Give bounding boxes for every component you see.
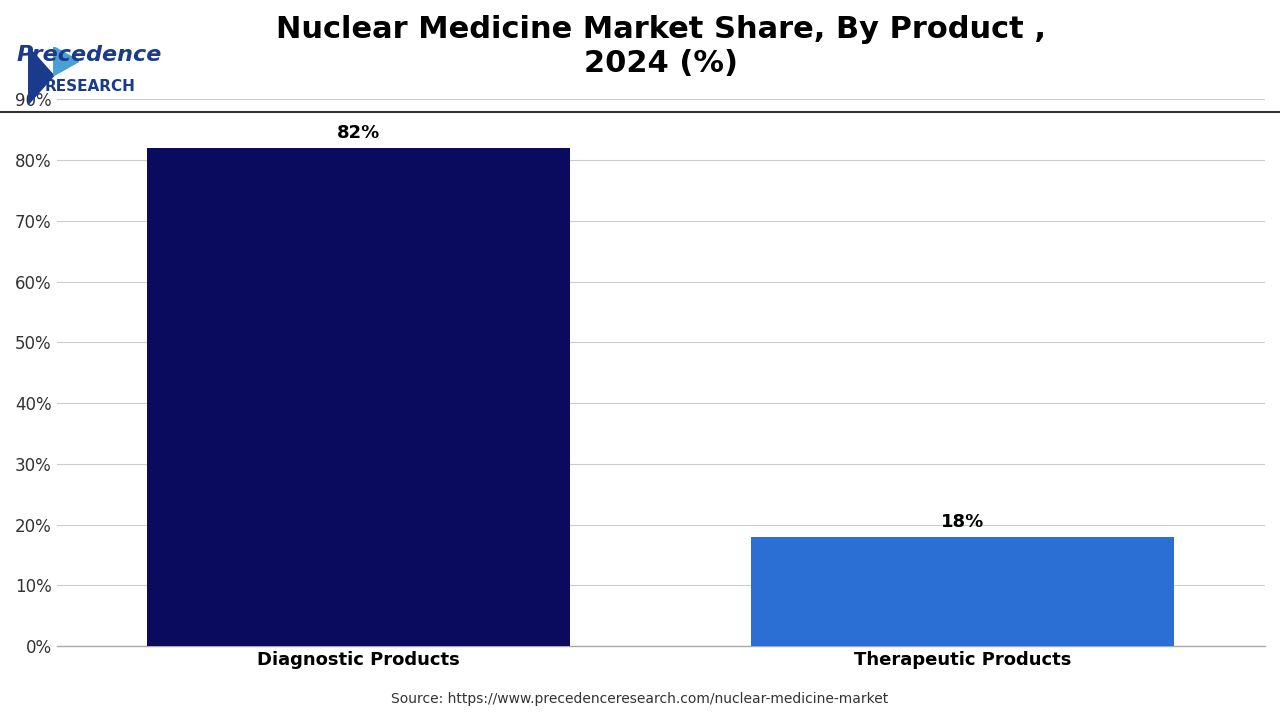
Text: Source: https://www.precedenceresearch.com/nuclear-medicine-market: Source: https://www.precedenceresearch.c… <box>392 692 888 706</box>
Text: RESEARCH: RESEARCH <box>45 78 134 94</box>
Text: 82%: 82% <box>337 124 380 142</box>
Title: Nuclear Medicine Market Share, By Product ,
2024 (%): Nuclear Medicine Market Share, By Produc… <box>275 15 1046 78</box>
Text: 18%: 18% <box>941 513 984 531</box>
Bar <box>147 148 570 646</box>
Polygon shape <box>28 47 54 104</box>
Polygon shape <box>54 47 79 76</box>
Text: Precedence: Precedence <box>17 45 163 65</box>
Bar <box>751 537 1174 646</box>
